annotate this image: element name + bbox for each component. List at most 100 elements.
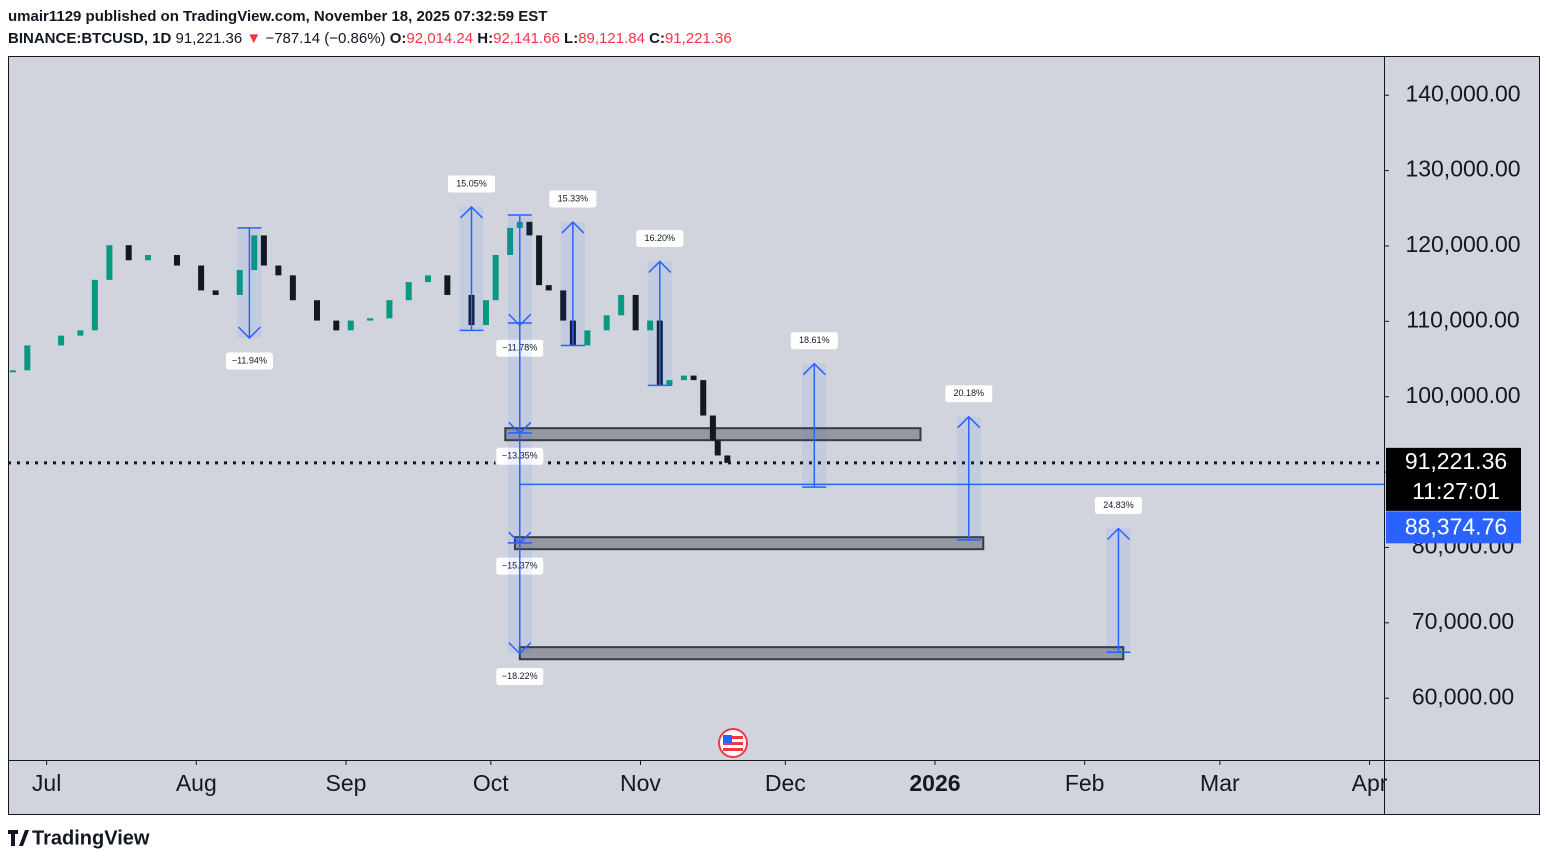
countdown: 11:27:01 <box>1412 478 1500 504</box>
c-label: C: <box>649 30 665 47</box>
range-arrow <box>648 260 672 273</box>
price-range: 15.33% <box>548 189 598 347</box>
range-label-box <box>944 384 994 404</box>
candle <box>251 235 258 271</box>
zone <box>518 646 1125 661</box>
plot: −11.94%15.05%15.33%16.20%−11.78%−13.35%−… <box>8 174 1384 687</box>
logo: TradingView <box>8 827 150 849</box>
candle <box>690 375 697 381</box>
candle <box>275 265 282 276</box>
publish-line: umair1129 published on TradingView.com, … <box>8 8 547 25</box>
candle <box>603 315 610 331</box>
range-label: 15.33% <box>558 193 589 203</box>
x-tick-label: Apr <box>1352 770 1388 796</box>
symbol: BINANCE:BTCUSD, 1D <box>8 30 172 47</box>
y-tick-label: 120,000.00 <box>1405 231 1520 257</box>
candle <box>700 380 707 416</box>
o-label: O: <box>390 30 407 47</box>
candle <box>333 320 340 331</box>
candle <box>584 330 591 346</box>
ohlc-line: BINANCE:BTCUSD, 1D 91,221.36 ▼ −787.14 (… <box>8 30 732 47</box>
candle <box>58 335 65 346</box>
last-price-tag <box>1386 447 1521 511</box>
candle <box>9 370 16 373</box>
candle <box>632 294 639 331</box>
price: 91,221.36 <box>176 30 243 47</box>
candle <box>680 375 687 381</box>
candle <box>289 275 296 301</box>
range-label: 18.61% <box>799 335 830 345</box>
price-range: 15.05% <box>446 174 496 332</box>
range-label: −18.22% <box>502 671 538 681</box>
range-arrow <box>957 415 981 429</box>
price-range: −11.94% <box>224 227 274 371</box>
candle <box>714 440 721 456</box>
candle <box>724 455 731 463</box>
y-tick-label: 130,000.00 <box>1405 156 1520 182</box>
logo-text: TradingView <box>32 827 150 849</box>
author: umair1129 published on TradingView.com, … <box>8 8 547 25</box>
x-tick-label: Oct <box>473 770 509 796</box>
arrow: ▼ <box>246 30 261 47</box>
candle <box>367 318 374 321</box>
range-label-box <box>1093 496 1143 516</box>
range-arrow <box>802 362 826 376</box>
change: −787.14 (−0.86%) <box>265 30 385 47</box>
c-value: 91,221.36 <box>665 30 732 47</box>
candle <box>91 279 98 331</box>
candle <box>492 254 499 301</box>
candle <box>482 300 489 326</box>
candle <box>212 290 219 295</box>
range-label: 24.83% <box>1103 500 1134 510</box>
candle <box>173 254 180 266</box>
candle <box>405 282 412 301</box>
zone <box>513 536 985 551</box>
range-arrow <box>508 642 532 655</box>
hline-tag-label: 88,374.76 <box>1405 513 1507 539</box>
candle <box>507 227 514 255</box>
range-arrow <box>561 220 585 234</box>
x-tick-label: Dec <box>765 770 806 796</box>
last-price-tag-label: 91,221.36 <box>1405 448 1507 474</box>
range-label: 15.05% <box>456 178 487 188</box>
candle <box>145 254 152 261</box>
candle <box>618 294 625 316</box>
x-tick-label: Sep <box>325 770 366 796</box>
candle <box>444 275 451 295</box>
range-arrow <box>459 205 484 219</box>
candle <box>236 270 243 295</box>
price-range: 18.61% <box>789 331 839 488</box>
x-tick-label: Aug <box>176 770 217 796</box>
price-range: −18.22% <box>495 542 545 687</box>
y-tick-label: 140,000.00 <box>1405 80 1520 106</box>
o-value: 92,014.24 <box>406 30 473 47</box>
y-tick-label: 60,000.00 <box>1412 683 1514 709</box>
y-tick-label: 110,000.00 <box>1406 306 1519 332</box>
range-label: 20.18% <box>954 388 985 398</box>
price-range: 16.20% <box>635 228 685 387</box>
range-label: 16.20% <box>645 233 676 243</box>
range-label: −11.94% <box>232 355 267 365</box>
x-tick-label: Jul <box>32 770 61 796</box>
candle <box>24 345 31 371</box>
candle <box>709 415 716 441</box>
price-range: 20.18% <box>944 384 994 541</box>
candle <box>425 275 432 283</box>
l-label: L: <box>564 30 578 47</box>
l-value: 89,121.84 <box>578 30 645 47</box>
y-tick-label: 100,000.00 <box>1405 382 1520 408</box>
candle <box>198 265 205 291</box>
candle <box>386 300 393 319</box>
range-label-box <box>789 331 839 351</box>
candle <box>536 235 543 286</box>
candle <box>313 300 320 321</box>
x-tick-label: Feb <box>1065 770 1105 796</box>
candle <box>347 320 354 331</box>
candle <box>526 221 533 236</box>
hline-tag <box>1386 511 1521 544</box>
range-label-box <box>495 667 545 687</box>
range-arrow <box>237 326 261 340</box>
range-arrow <box>1106 527 1130 541</box>
